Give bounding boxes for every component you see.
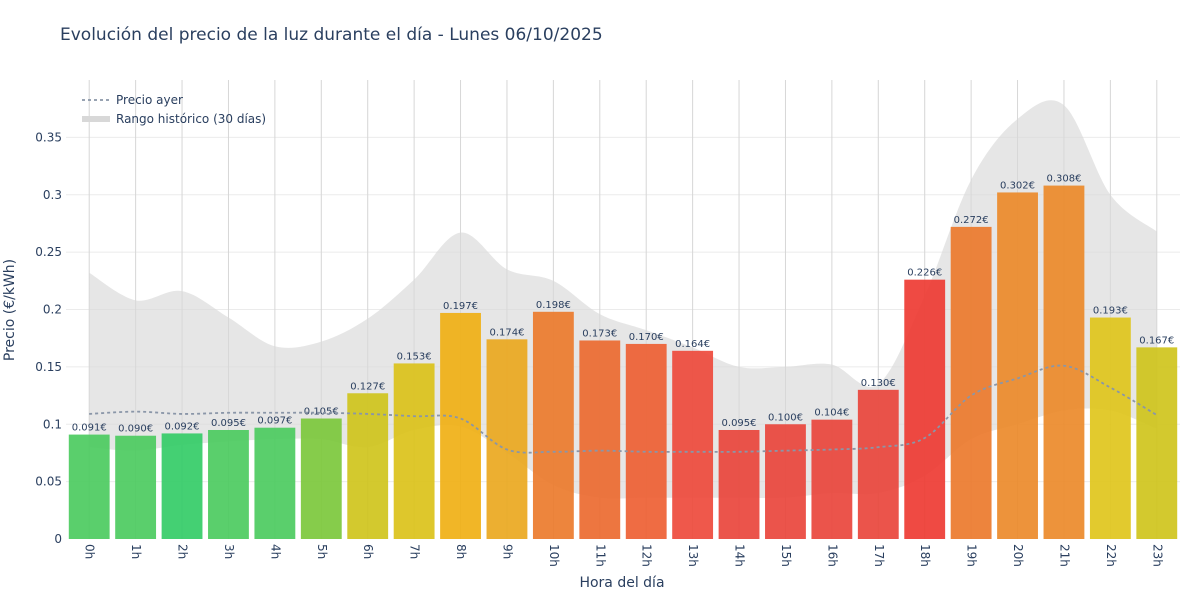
- bar-label-12h: 0.170€: [629, 332, 664, 343]
- bar-10h: [532, 311, 574, 539]
- bar-label-11h: 0.173€: [582, 328, 617, 339]
- bar-8h: [440, 312, 481, 539]
- bar-label-16h: 0.104€: [814, 408, 849, 419]
- x-tick-label-21h: 21h: [1057, 544, 1071, 567]
- bar-label-13h: 0.164€: [675, 339, 710, 350]
- bar-12h: [625, 343, 667, 539]
- legend: Precio ayer Rango histórico (30 días): [82, 93, 266, 126]
- x-tick-label-7h: 7h: [408, 544, 422, 559]
- y-tick-label-7: 0.35: [35, 130, 62, 144]
- bar-label-8h: 0.197€: [443, 301, 478, 312]
- bar-label-20h: 0.302€: [1000, 180, 1035, 191]
- bar-23h: [1136, 347, 1178, 539]
- x-tick-label-17h: 17h: [872, 544, 886, 567]
- bar-17h: [857, 389, 899, 539]
- x-tick-label-13h: 13h: [686, 544, 700, 567]
- bar-label-10h: 0.198€: [536, 300, 571, 311]
- bar-18h: [904, 279, 946, 539]
- x-tick-label-6h: 6h: [361, 544, 375, 559]
- x-tick-label-23h: 23h: [1150, 544, 1164, 567]
- bar-label-1h: 0.090€: [118, 424, 153, 435]
- bar-20h: [997, 192, 1038, 539]
- bar-3h: [208, 429, 249, 539]
- x-tick-label-5h: 5h: [315, 544, 329, 559]
- x-tick-label-20h: 20h: [1011, 544, 1025, 567]
- plot-area: 0.091€ 0.090€ 0.092€ 0.095€ 0.097€0.105€0.12…: [35, 80, 1180, 567]
- y-tick-label-6: 0.3: [43, 188, 62, 202]
- bar-5h: [300, 418, 342, 539]
- x-tick-label-1h: 1h: [129, 544, 143, 559]
- bar-label-15h: 0.100€: [768, 412, 803, 423]
- bar-2h: [161, 433, 203, 539]
- bar-label-18h: 0.226€: [907, 268, 942, 279]
- legend-label-0: Precio ayer: [116, 93, 183, 107]
- bar-13h: [672, 350, 714, 539]
- x-tick-label-19h: 19h: [965, 544, 979, 567]
- y-tick-label-5: 0.25: [35, 245, 62, 259]
- x-axis-title: Hora del día: [579, 575, 664, 591]
- bar-label-3h: 0.095€: [211, 418, 246, 429]
- x-tick-label-12h: 12h: [640, 544, 654, 567]
- bar-label-4h: 0.097€: [257, 416, 292, 427]
- bar-1h: [115, 435, 157, 539]
- x-tick-label-10h: 10h: [547, 544, 561, 567]
- x-tick-label-22h: 22h: [1104, 544, 1118, 567]
- bar-7h: [393, 363, 435, 539]
- bar-label-2h: 0.092€: [165, 421, 200, 432]
- bar-label-0h: 0.091€: [72, 423, 107, 434]
- bar-14h: [718, 429, 760, 539]
- bar-21h: [1043, 185, 1085, 539]
- yesterday-price-line: [89, 364, 1158, 454]
- bar-label-14h: 0.095€: [722, 418, 757, 429]
- legend-label-1: Rango histórico (30 días): [116, 112, 266, 126]
- x-tick-label-11h: 11h: [593, 544, 607, 567]
- y-tick-label-2: 0.1: [43, 417, 62, 431]
- bar-label-9h: 0.174€: [489, 327, 524, 338]
- bar-6h: [347, 393, 389, 539]
- x-tick-label-9h: 9h: [500, 544, 514, 559]
- x-tick-label-16h: 16h: [825, 544, 839, 567]
- y-tick-label-4: 0.2: [43, 303, 62, 317]
- bar-11h: [579, 340, 621, 539]
- y-tick-label-3: 0.15: [35, 360, 62, 374]
- bar-label-17h: 0.130€: [861, 378, 896, 389]
- legend-swatch-range: [82, 116, 110, 122]
- bar-0h: [68, 434, 110, 539]
- historical-range-band: [89, 100, 1157, 499]
- x-tick-label-3h: 3h: [222, 544, 236, 559]
- x-tick-label-15h: 15h: [779, 544, 793, 567]
- bar-label-23h: 0.167€: [1139, 335, 1174, 346]
- bar-16h: [811, 419, 853, 539]
- bar-9h: [486, 339, 528, 539]
- x-tick-label-18h: 18h: [918, 544, 932, 567]
- bar-label-22h: 0.193€: [1093, 306, 1128, 317]
- bar-label-5h: 0.105€: [304, 407, 339, 418]
- bar-4h: [254, 427, 296, 539]
- x-tick-label-8h: 8h: [454, 544, 468, 559]
- bar-label-6h: 0.127€: [350, 381, 385, 392]
- bar-19h: [950, 226, 992, 539]
- x-tick-label-0h: 0h: [83, 544, 97, 559]
- chart-title: Evolución del precio de la luz durante e…: [60, 25, 603, 45]
- bar-label-21h: 0.308€: [1046, 174, 1081, 185]
- y-axis-title: Precio (€/kWh): [2, 259, 18, 361]
- bar-15h: [765, 424, 806, 539]
- y-tick-label-1: 0.05: [35, 475, 62, 489]
- bar-label-7h: 0.153€: [397, 351, 432, 362]
- x-tick-label-2h: 2h: [176, 544, 190, 559]
- bar-22h: [1089, 317, 1131, 539]
- x-tick-label-14h: 14h: [733, 544, 747, 567]
- y-tick-label-0: 0: [54, 532, 62, 546]
- x-tick-label-4h: 4h: [268, 544, 282, 559]
- bar-label-19h: 0.272€: [954, 215, 989, 226]
